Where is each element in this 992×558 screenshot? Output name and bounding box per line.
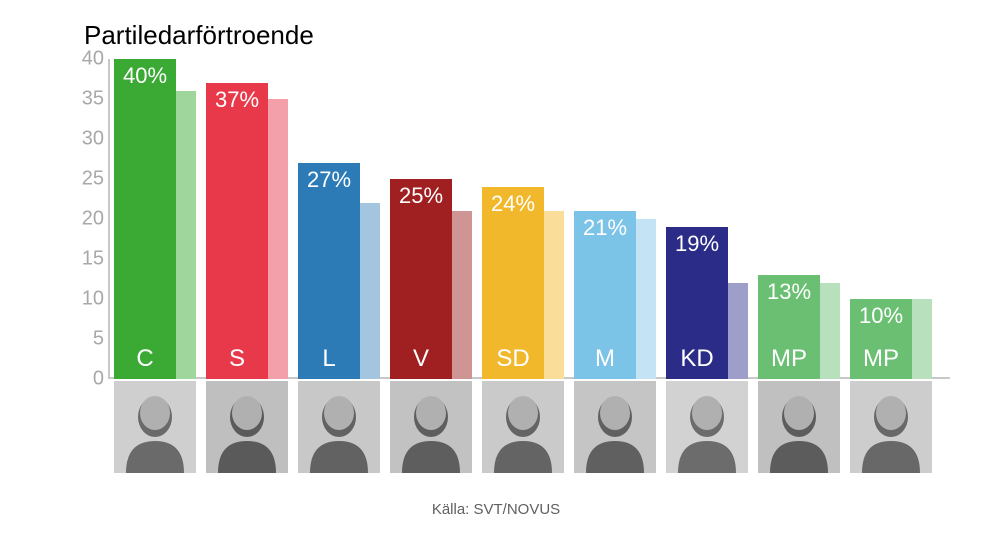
leader-photo-c-0 [114, 381, 196, 473]
bar-party-label: L [322, 345, 335, 373]
bars-row: 40% C 37% S 27% L 25% V 24% SD 21% M 19% KD 13% MP 10% MP [110, 59, 932, 379]
bar-main: 19% KD [666, 227, 728, 379]
bar-group-l-2: 27% L [298, 59, 380, 379]
bar-value-label: 37% [215, 87, 259, 113]
bar-party-label: MP [771, 345, 807, 373]
bar-main: 24% SD [482, 187, 544, 379]
bar-party-label: SD [496, 345, 529, 373]
bar-secondary [636, 219, 656, 379]
y-tick: 35 [82, 88, 104, 111]
leader-photo-mp-8 [850, 381, 932, 473]
bar-main: 27% L [298, 163, 360, 379]
y-tick: 5 [93, 328, 104, 351]
y-axis: 0510152025303540 [60, 59, 110, 379]
bar-secondary [268, 99, 288, 379]
bar-group-kd-6: 19% KD [666, 59, 748, 379]
bar-main: 10% MP [850, 299, 912, 379]
y-tick: 25 [82, 168, 104, 191]
y-tick: 40 [82, 48, 104, 71]
bar-value-label: 13% [767, 279, 811, 305]
y-tick: 30 [82, 128, 104, 151]
bar-party-label: MP [863, 345, 899, 373]
bar-value-label: 21% [583, 215, 627, 241]
y-tick: 0 [93, 368, 104, 391]
bar-party-label: V [413, 345, 429, 373]
bar-value-label: 27% [307, 167, 351, 193]
leader-photo-mp-7 [758, 381, 840, 473]
bar-main: 13% MP [758, 275, 820, 379]
photos-row [110, 381, 932, 473]
chart-container: Partiledarförtroende 0510152025303540 40… [60, 20, 960, 379]
y-tick: 20 [82, 208, 104, 231]
bar-party-label: S [229, 345, 245, 373]
bar-party-label: C [136, 345, 153, 373]
bar-party-label: KD [680, 345, 713, 373]
bar-group-sd-4: 24% SD [482, 59, 564, 379]
bar-group-s-1: 37% S [206, 59, 288, 379]
leader-photo-v-3 [390, 381, 472, 473]
y-tick: 15 [82, 248, 104, 271]
bar-party-label: M [595, 345, 615, 373]
chart-title: Partiledarförtroende [84, 20, 960, 51]
bar-main: 37% S [206, 83, 268, 379]
bar-secondary [176, 91, 196, 379]
bar-value-label: 19% [675, 231, 719, 257]
bar-group-c-0: 40% C [114, 59, 196, 379]
bar-value-label: 10% [859, 303, 903, 329]
plot-area: 0510152025303540 40%C37%S27%L25%V24%SD21… [110, 59, 950, 379]
bar-secondary [452, 211, 472, 379]
leader-photo-s-1 [206, 381, 288, 473]
source-text: Källa: SVT/NOVUS [0, 501, 992, 518]
bar-value-label: 40% [123, 63, 167, 89]
bar-secondary [912, 299, 932, 379]
leader-photo-m-5 [574, 381, 656, 473]
bar-main: 40% C [114, 59, 176, 379]
bar-secondary [544, 211, 564, 379]
bar-secondary [360, 203, 380, 379]
bar-group-mp-8: 10% MP [850, 59, 932, 379]
bar-value-label: 25% [399, 183, 443, 209]
leader-photo-l-2 [298, 381, 380, 473]
bar-main: 21% M [574, 211, 636, 379]
bar-group-m-5: 21% M [574, 59, 656, 379]
bar-secondary [820, 283, 840, 379]
leader-photo-kd-6 [666, 381, 748, 473]
bar-secondary [728, 283, 748, 379]
leader-photo-sd-4 [482, 381, 564, 473]
bar-main: 25% V [390, 179, 452, 379]
y-tick: 10 [82, 288, 104, 311]
bar-group-v-3: 25% V [390, 59, 472, 379]
bar-value-label: 24% [491, 191, 535, 217]
bar-group-mp-7: 13% MP [758, 59, 840, 379]
